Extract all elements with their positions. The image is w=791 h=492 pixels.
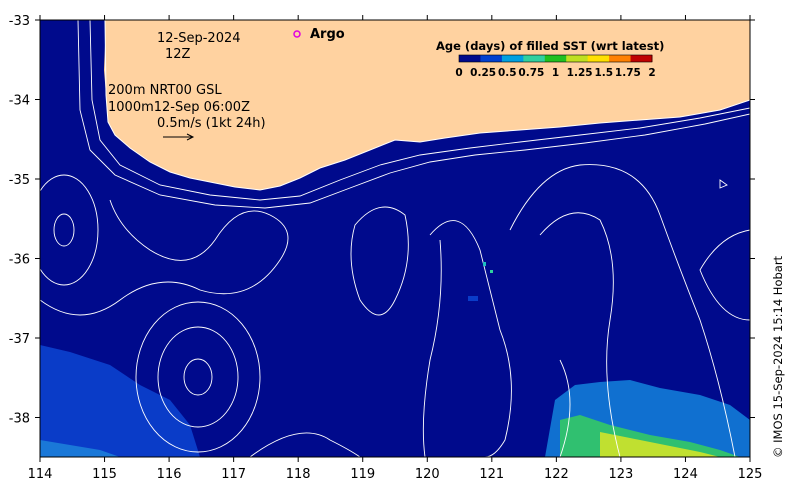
x-tick-label: 122 bbox=[544, 467, 569, 482]
colorbar-tick-label: 1 bbox=[552, 67, 559, 79]
colorbar-tick-label: 1.5 bbox=[594, 67, 613, 79]
colorbar-tick-label: 0.5 bbox=[498, 67, 517, 79]
contour-legend-line1: 200m NRT00 GSL bbox=[108, 83, 222, 98]
ssh-contours bbox=[40, 164, 750, 457]
x-tick-label: 116 bbox=[157, 467, 182, 482]
plot-frame bbox=[39, 19, 751, 458]
sst-speck bbox=[483, 262, 486, 266]
x-tick-label: 114 bbox=[28, 467, 53, 482]
colorbar-tick-label: 0.25 bbox=[470, 67, 496, 79]
colorbar-segment bbox=[544, 55, 567, 62]
bathymetry-200m bbox=[89, 20, 750, 201]
colorbar-tick-label: 1.75 bbox=[615, 67, 641, 79]
colorbar-tick-label: 0 bbox=[455, 67, 462, 79]
argo-label: Argo bbox=[310, 27, 345, 42]
colorbar-segment bbox=[459, 55, 481, 62]
colorbar-tick-label: 2 bbox=[648, 67, 655, 79]
y-tick-label: -36 bbox=[9, 253, 30, 268]
x-tick-label: 121 bbox=[479, 467, 504, 482]
x-tick-label: 117 bbox=[221, 467, 246, 482]
coastline bbox=[40, 20, 750, 215]
colorbar-segment bbox=[523, 55, 546, 62]
colorbar-segment bbox=[566, 55, 589, 62]
x-tick-label: 123 bbox=[608, 467, 633, 482]
vector-scale-arrow bbox=[163, 133, 195, 141]
contour-legend-line2: 1000m12-Sep 06:00Z bbox=[108, 100, 250, 115]
x-tick-label: 120 bbox=[415, 467, 440, 482]
y-tick-label: -38 bbox=[9, 412, 30, 427]
date-label: 12-Sep-2024 bbox=[157, 31, 241, 46]
x-axis: 114 115 116 117 118 119 120 121 122 123 124 125 bbox=[28, 15, 763, 482]
vector-scale-label: 0.5m/s (1kt 24h) bbox=[157, 116, 266, 131]
colorbar-segment bbox=[480, 55, 503, 62]
x-tick-label: 118 bbox=[286, 467, 311, 482]
colorbar-tick-label: 1.25 bbox=[567, 67, 593, 79]
sst-patch-southwest bbox=[40, 345, 200, 457]
bathymetry-1000m bbox=[77, 20, 750, 209]
y-axis: -33 -34 -35 -36 -37 -38 bbox=[9, 14, 755, 427]
colorbar bbox=[458, 54, 653, 63]
y-tick-label: -33 bbox=[9, 14, 30, 29]
colorbar-segment bbox=[587, 55, 610, 62]
colorbar-segment bbox=[630, 55, 653, 62]
colorbar-frame bbox=[458, 54, 653, 63]
colorbar-ticks: 0 0.25 0.5 0.75 1 1.25 1.5 1.75 2 bbox=[455, 67, 655, 79]
x-tick-label: 119 bbox=[350, 467, 375, 482]
y-tick-label: -35 bbox=[9, 173, 30, 188]
sst-patch-southeast-yellow bbox=[600, 432, 720, 457]
colorbar-tick-label: 0.75 bbox=[518, 67, 544, 79]
sst-speck bbox=[490, 270, 493, 273]
x-tick-label: 124 bbox=[673, 467, 698, 482]
time-label: 12Z bbox=[165, 47, 191, 62]
sst-speck bbox=[468, 296, 478, 301]
sst-speck bbox=[92, 438, 104, 444]
y-tick-label: -37 bbox=[9, 332, 30, 347]
x-tick-label: 115 bbox=[92, 467, 117, 482]
colorbar-segment bbox=[609, 55, 632, 62]
colorbar-segment bbox=[501, 55, 524, 62]
land-area bbox=[104, 20, 750, 190]
colorbar-title: Age (days) of filled SST (wrt latest) bbox=[436, 39, 664, 53]
argo-marker bbox=[293, 30, 301, 38]
credit-label: © IMOS 15-Sep-2024 15:14 Hobart bbox=[771, 255, 785, 458]
sst-patch-southwest-light bbox=[40, 440, 120, 457]
y-tick-label: -34 bbox=[9, 94, 30, 109]
x-tick-label: 125 bbox=[738, 467, 763, 482]
